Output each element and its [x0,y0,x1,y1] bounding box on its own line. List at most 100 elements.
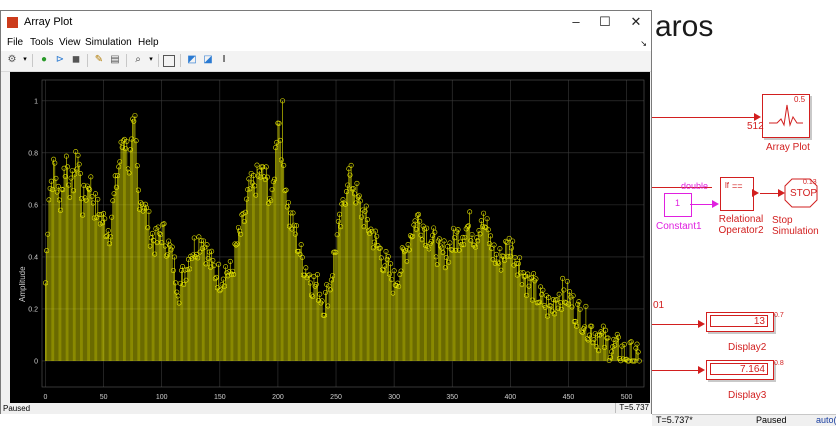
menu-dock-arrow-icon[interactable]: ↘ [640,39,647,48]
stem-marker [117,159,123,165]
x-tick-label: 350 [446,394,458,401]
stem-marker [526,283,532,289]
display2-block[interactable]: 13 [706,312,774,332]
stem-marker [241,219,247,225]
constant-block[interactable]: 1 [664,193,692,217]
gear-icon[interactable]: ⚙ [7,54,17,65]
stem-marker [378,255,384,261]
stem-marker [205,255,211,261]
stem-marker [317,291,323,297]
scale-icon[interactable]: Ι [222,54,226,65]
stem-marker [180,263,186,269]
stem-marker [268,198,274,204]
stem-marker [498,267,504,273]
menu-tools[interactable]: Tools [30,37,54,48]
stem-marker [65,164,71,170]
window-titlebar[interactable]: Array Plot – ☐ ✕ [1,11,651,35]
stem-marker [181,282,187,288]
maximize-button[interactable]: ☐ [599,14,611,29]
stem-marker [605,335,611,341]
display3-block[interactable]: 7.164 [706,360,774,380]
stem-marker [338,224,344,230]
stem-marker [52,160,58,166]
stem-marker [49,186,55,192]
zoom-y-icon[interactable]: ◪ [203,54,213,65]
chevron-down-icon[interactable]: ▾ [149,56,153,63]
stem-marker [489,246,495,252]
stem-marker [466,223,472,229]
stem-marker [56,197,62,203]
stem-marker [325,303,331,309]
stem-marker [247,186,253,192]
stem-marker [391,268,397,274]
stem-marker [73,149,79,155]
stem-marker [443,255,449,261]
stem-marker [491,242,497,248]
stem-marker [540,287,546,293]
simulink-status-solver[interactable]: auto( [816,415,836,425]
stem-marker [81,182,87,188]
stem-marker [231,271,237,277]
close-button[interactable]: ✕ [630,14,642,29]
stem-marker [561,287,567,293]
stem-marker [79,196,85,202]
stem-marker [283,187,289,193]
stem-marker [227,258,233,264]
stem-marker [276,120,282,126]
stem-marker [567,289,573,295]
menu-file[interactable]: File [7,37,24,48]
status-time: T=5.737 [615,403,649,413]
highlight-icon[interactable]: ✎ [94,54,104,65]
stem-marker [396,284,402,290]
stem-marker [145,225,151,231]
stem-marker [509,245,515,251]
constant-value: 1 [675,198,681,208]
stem-marker [564,278,570,284]
relational-op: == [732,181,743,191]
stem-marker [278,157,284,163]
stem-marker [455,227,461,233]
stem-marker [99,220,105,226]
menu-simulation[interactable]: Simulation [85,37,132,48]
stem-marker [429,232,435,238]
step-forward-icon[interactable]: ⊳ [55,54,65,65]
pin-icon[interactable]: ▤ [110,54,120,65]
fit-icon[interactable] [163,55,175,67]
minimize-button[interactable]: – [572,14,580,29]
relational-port-label: lf [725,181,729,190]
zoom-x-icon[interactable]: ◩ [187,54,197,65]
stem-marker [138,200,144,206]
stem-marker [521,274,527,280]
stop-block[interactable] [784,178,818,208]
stop-icon[interactable]: ◼ [71,54,81,65]
stem-marker [161,221,167,227]
stem-marker [97,221,103,227]
array-plot-block[interactable] [762,94,810,138]
simulink-status-state: Paused [756,415,787,425]
stem-marker [599,330,605,336]
signal-arrow [752,189,759,197]
relational-operator-block[interactable]: lf == [720,177,754,211]
stem-marker [393,283,399,289]
stem-marker [112,173,118,179]
stem-marker [195,255,201,261]
stem-marker [474,235,480,241]
stem-marker [493,251,499,257]
menu-view[interactable]: View [59,37,81,48]
stem-marker [147,243,153,249]
stem-marker [128,136,134,142]
chevron-down-icon[interactable]: ▾ [23,56,27,63]
stem-marker [48,178,54,184]
y-tick-label: 0 [34,358,38,365]
stem-marker [256,168,262,174]
zoom-in-icon[interactable]: ⌕ [135,54,141,65]
stem-marker [90,200,96,206]
stem-marker [440,250,446,256]
menu-help[interactable]: Help [138,37,159,48]
plot-area[interactable]: 0 0.2 0.4 0.6 0.8 1 0 50 100 150 200 250 300 350 400 45… [10,72,650,405]
stem-marker [462,234,468,240]
stem-marker [237,228,243,234]
run-icon[interactable]: ● [40,54,48,65]
stem-marker [419,237,425,243]
stem-marker [359,214,365,220]
